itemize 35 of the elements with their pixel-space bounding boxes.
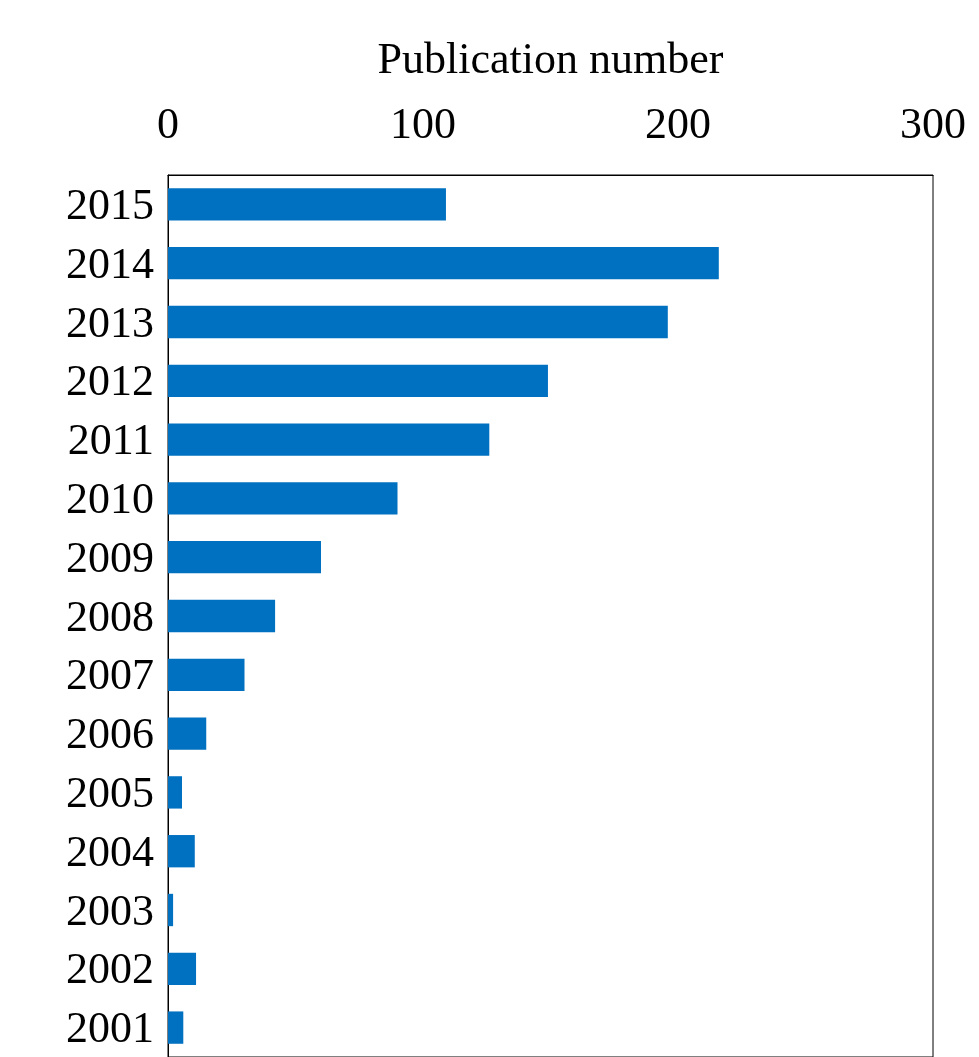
- bar: [168, 305, 668, 339]
- bar: [168, 247, 719, 280]
- y-tick-label: 2008: [66, 591, 154, 641]
- bar: [168, 717, 207, 750]
- y-tick-label: 2012: [66, 356, 154, 406]
- y-tick-label: 2011: [67, 415, 154, 465]
- bar: [168, 188, 446, 221]
- bar: [168, 1011, 184, 1044]
- bar: [168, 599, 276, 633]
- bar: [168, 835, 195, 868]
- y-tick-label: 2005: [66, 767, 154, 817]
- x-tick-label: 0: [157, 98, 179, 148]
- bar: [168, 364, 548, 397]
- x-tick-label: 200: [645, 98, 711, 148]
- bar: [168, 776, 183, 809]
- bar: [168, 482, 398, 515]
- y-tick-label: 2006: [66, 709, 154, 759]
- bar: [168, 541, 321, 574]
- y-tick-label: 2014: [66, 238, 154, 288]
- y-tick-label: 2009: [66, 532, 154, 582]
- y-tick-label: 2007: [66, 650, 154, 700]
- x-tick-label: 300: [900, 98, 966, 148]
- y-tick-label: 2004: [66, 826, 154, 876]
- y-tick-label: 2001: [66, 1003, 154, 1053]
- bar: [168, 952, 197, 985]
- x-tick-label: 100: [390, 98, 456, 148]
- bar: [168, 658, 245, 691]
- bar: [168, 893, 174, 927]
- y-tick-label: 2013: [66, 297, 154, 347]
- bar: [168, 423, 490, 456]
- y-tick-label: 2015: [66, 179, 154, 229]
- x-axis-title: Publication number: [377, 33, 724, 83]
- y-tick-label: 2002: [66, 944, 154, 994]
- y-tick-label: 2010: [66, 473, 154, 523]
- y-tick-label: 2003: [66, 885, 154, 935]
